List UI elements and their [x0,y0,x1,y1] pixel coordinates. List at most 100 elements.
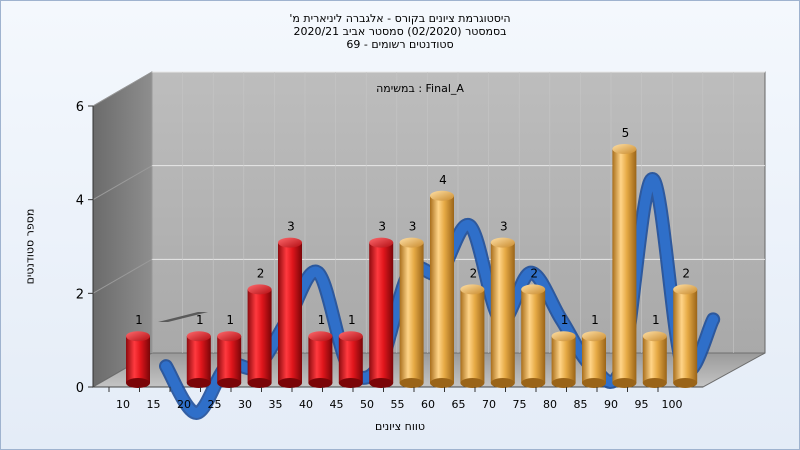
x-tick-label: 100 [662,398,683,411]
bar-cap [308,331,333,342]
x-tick-label: 75 [513,398,527,411]
value-label: 1 [226,313,234,327]
bar-10 [126,331,150,388]
bar-base [399,378,424,388]
value-label: 1 [196,313,204,327]
bar-cap [490,237,515,248]
gridline-side [92,71,153,107]
bar-body [673,289,698,383]
y-tick-label: 6 [76,100,84,115]
bar-base [582,378,606,388]
title-line-3: סטודנטים רשומים - 69 [346,38,454,51]
y-axis-ticks: 0 2 4 6 [76,100,93,396]
bar-body [217,336,242,383]
bar-base [247,378,272,388]
x-tick-label: 90 [604,398,618,411]
value-label: 2 [470,266,478,280]
bar-70 [490,237,515,388]
value-label: 1 [561,313,569,327]
value-label: 1 [591,313,599,327]
bar-60 [430,190,454,388]
bar-base [673,378,698,388]
bar-body [460,289,485,383]
bar-body [430,195,454,383]
bar-25 [217,331,242,388]
value-label: 3 [287,220,295,234]
value-labels: 1 1 1 2 3 1 1 3 3 4 2 3 2 1 1 5 1 2 [135,126,690,327]
bar-base [490,378,515,388]
bar-cap [460,284,485,295]
bar-cap [551,331,576,342]
x-tick-label: 30 [238,398,252,411]
value-label: 3 [378,220,386,234]
chart-subtitle: במשימה : Final_A [376,82,464,95]
bar-100 [673,284,698,388]
bar-cap [642,331,667,342]
value-label: 1 [652,313,660,327]
bar-cap [399,237,424,248]
bar-75 [521,284,546,388]
bar-cap [217,331,242,342]
bar-body [582,336,606,383]
value-label: 2 [257,266,265,280]
value-label: 5 [622,126,630,140]
zero-slot-plate [158,312,208,322]
bar-body [399,242,424,383]
bar-base [551,378,576,388]
value-label: 2 [682,266,690,280]
y-tick-label: 0 [76,381,84,396]
gridline-side [92,165,153,201]
bar-body [278,242,302,383]
bar-body [308,336,333,383]
x-tick-label: 10 [116,398,130,411]
value-label: 3 [500,220,508,234]
bar-base [369,378,394,388]
bar-body [369,242,394,383]
bar-65 [460,284,485,388]
bar-base [460,378,485,388]
bar-cap [338,331,363,342]
x-tick-label: 55 [391,398,405,411]
bar-base [126,378,150,388]
bars-group [126,144,698,388]
x-tick-label: 40 [299,398,313,411]
bar-base [278,378,302,388]
title-line-1: היסטוגרמת ציונים בקורס - אלגברה ליניארית… [289,12,511,25]
bar-cap [186,331,211,342]
bar-cap [278,237,302,248]
x-tick-label: 85 [574,398,588,411]
x-tick-label: 50 [360,398,374,411]
value-label: 1 [135,313,143,327]
bar-base [612,378,637,388]
bar-90 [612,144,637,388]
x-tick-label: 70 [482,398,496,411]
bar-cap [247,284,272,295]
bar-cap [612,144,637,154]
bar-cap [126,331,150,342]
x-tick-label: 95 [635,398,649,411]
bar-35 [278,237,302,388]
bar-cap [582,331,606,342]
trend-ribbon-line [161,173,719,419]
value-label: 2 [530,266,538,280]
bar-body [612,149,637,383]
value-label: 3 [409,220,417,234]
x-tick-label: 65 [452,398,466,411]
value-label: 1 [318,313,326,327]
bar-30 [247,284,272,388]
x-tick-label: 80 [543,398,557,411]
bar-50 [369,237,394,388]
bar-85 [582,331,606,388]
bar-body [490,242,515,383]
bar-base [338,378,363,388]
bar-base [430,378,454,388]
x-tick-label: 20 [177,398,191,411]
chart-title: היסטוגרמת ציונים בקורס - אלגברה ליניארית… [150,12,650,51]
bar-cap [369,237,394,248]
bar-body [338,336,363,383]
trend-ribbon [158,171,721,421]
x-axis-ticks: 10 15 20 25 30 35 40 45 50 55 60 65 70 75 80 85 90 95 100 [108,387,683,411]
bar-cap [430,190,454,201]
bar-body [642,336,667,383]
